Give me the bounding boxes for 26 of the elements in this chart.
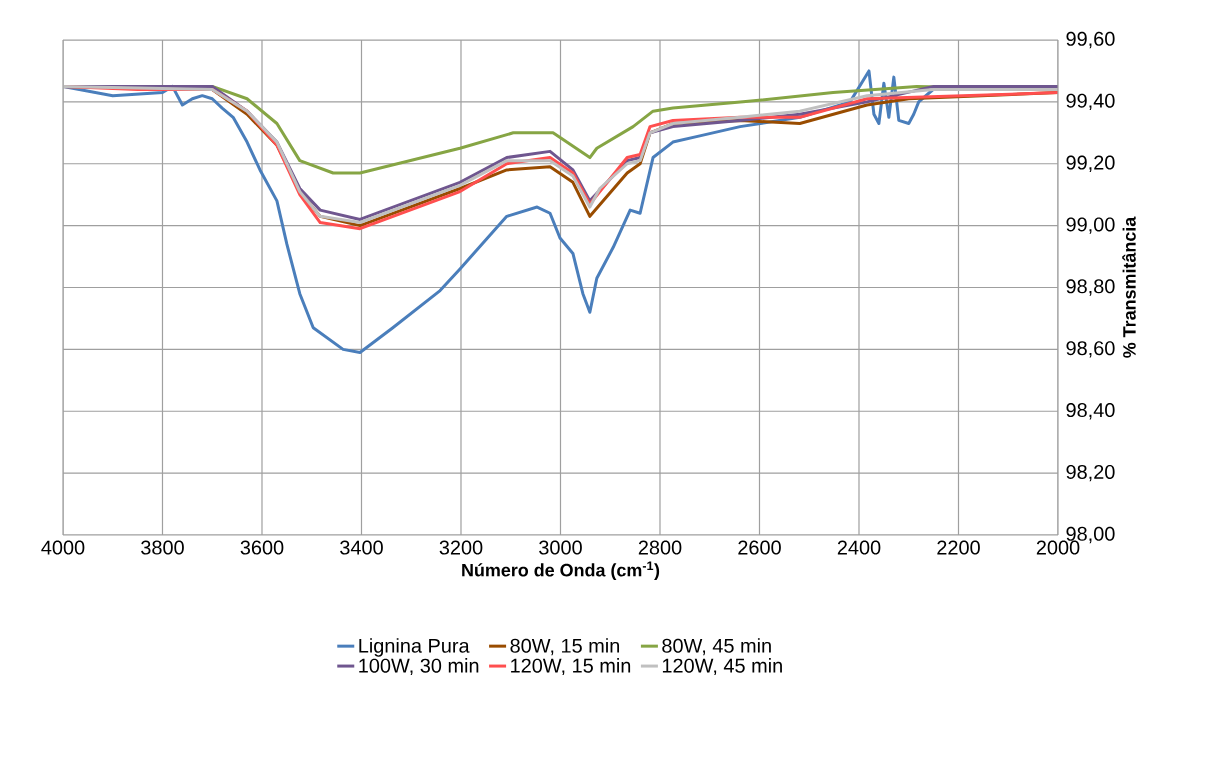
x-tick-label: 2400 — [837, 540, 881, 555]
y-tick-label: 99,20 — [1066, 155, 1115, 172]
x-tick-label: 3400 — [340, 540, 383, 555]
y-axis-title: % Transmitância — [1122, 216, 1136, 358]
legend-label: 80W, 15 min — [510, 638, 620, 656]
x-axis-title: Número de Onda (cm$^{-1}$) — [462, 561, 660, 581]
x-tick-label: 3000 — [539, 540, 582, 555]
x-tick-label: 3600 — [240, 540, 284, 555]
legend-label: 120W, 45 min — [662, 658, 782, 676]
x-tick-label: 2600 — [738, 540, 781, 555]
legend-label: Lignina Pura — [359, 638, 470, 657]
legend-label: 80W, 45 min — [662, 638, 771, 656]
x-tick-label: 2800 — [638, 540, 682, 555]
y-tick-label: 98,40 — [1066, 403, 1115, 420]
x-tick-label: 4000 — [41, 540, 85, 555]
legend-label: 100W, 30 min — [359, 658, 479, 676]
y-tick-label: 99,40 — [1066, 93, 1115, 111]
x-tick-label: 3200 — [439, 540, 483, 555]
y-tick-label: 98,20 — [1066, 464, 1115, 482]
y-tick-label: 98,80 — [1066, 279, 1115, 296]
legend-label: 120W, 15 min — [511, 658, 631, 676]
x-tick-label: 2200 — [937, 540, 980, 555]
y-tick-label: 99,60 — [1066, 31, 1115, 49]
y-tick-label: 99,00 — [1066, 217, 1115, 234]
x-tick-label: 3800 — [141, 540, 184, 555]
y-tick-label: 98,60 — [1066, 341, 1115, 358]
